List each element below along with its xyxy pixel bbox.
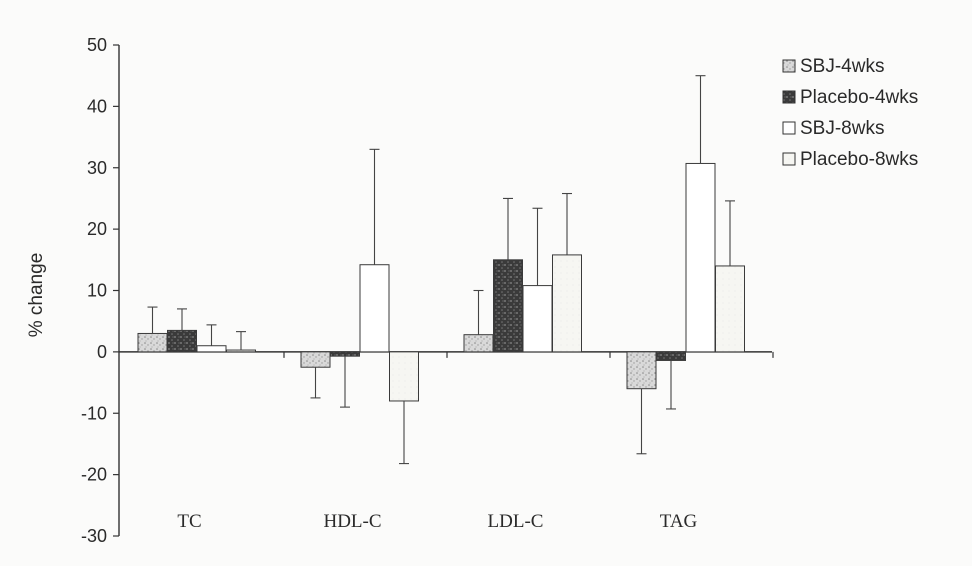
legend-swatch-placebo-4wks [782, 90, 796, 104]
y-tick-label: 50 [87, 35, 107, 55]
bar-placebo-4wks-ldl-c [493, 259, 523, 353]
bar-sbj-4wks-hdl-c [300, 351, 331, 368]
plot-area: 50 40 30 20 10 0 -10 -20 -30 TC HDL-C LDL-C TAG [81, 35, 774, 546]
bar-placebo-4wks-tc [167, 329, 197, 353]
y-tick-label: 40 [87, 96, 107, 116]
y-tick-label: 10 [87, 281, 107, 301]
legend-swatch-sbj-4wks [782, 59, 796, 73]
bar-sbj-8wks-tc [196, 345, 227, 353]
bar-placebo-4wks-hdl-c [330, 351, 360, 357]
legend-label-placebo-4wks: Placebo-4wks [800, 87, 918, 108]
y-tick-label: -10 [81, 403, 107, 423]
legend-label-sbj-8wks: SBJ-8wks [800, 118, 884, 139]
bar-placebo-8wks-tc [226, 349, 256, 353]
category-label-tc: TC [177, 511, 201, 532]
bar-placebo-8wks-tag [715, 265, 745, 353]
bar-sbj-4wks-ldl-c [463, 334, 494, 353]
y-tick-label: -30 [81, 526, 107, 546]
bar-sbj-8wks-ldl-c [522, 285, 553, 353]
legend-label-sbj-4wks: SBJ-4wks [800, 56, 884, 77]
y-tick-label: 0 [97, 342, 107, 362]
bar-sbj-8wks-tag [685, 162, 716, 353]
y-tick-label: 30 [87, 158, 107, 178]
y-tick-label: -20 [81, 465, 107, 485]
legend: SBJ-4wks Placebo-4wks SBJ-8wks Placebo-8wks [782, 56, 918, 170]
bar-placebo-8wks-hdl-c [389, 351, 419, 402]
y-tick-label: 20 [87, 219, 107, 239]
bar-placebo-8wks-ldl-c [552, 254, 582, 353]
bar-sbj-4wks-tc [137, 332, 168, 353]
y-axis-title: % change [26, 253, 47, 338]
legend-swatch-placebo-8wks [782, 152, 796, 166]
bar-placebo-4wks-tag [656, 351, 686, 361]
category-label-tag: TAG [660, 511, 698, 532]
category-label-ldl-c: LDL-C [488, 511, 544, 532]
category-label-hdl-c: HDL-C [323, 511, 381, 532]
legend-swatch-sbj-8wks [782, 121, 796, 135]
legend-label-placebo-8wks: Placebo-8wks [800, 149, 918, 170]
bar-sbj-4wks-tag [626, 351, 657, 390]
bar-sbj-8wks-hdl-c [359, 264, 390, 353]
